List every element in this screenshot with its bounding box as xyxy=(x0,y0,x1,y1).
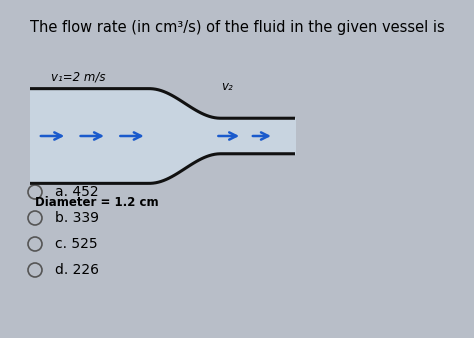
Text: b. 339: b. 339 xyxy=(55,211,99,225)
Text: Diameter = 1.2 cm: Diameter = 1.2 cm xyxy=(35,195,159,209)
Text: c. 525: c. 525 xyxy=(55,237,98,251)
Text: a. 452: a. 452 xyxy=(55,185,99,199)
Text: v₂: v₂ xyxy=(221,80,233,93)
Text: d. 226: d. 226 xyxy=(55,263,99,277)
Text: The flow rate (in cm³/s) of the fluid in the given vessel is: The flow rate (in cm³/s) of the fluid in… xyxy=(29,20,444,35)
Text: v₁=2 m/s: v₁=2 m/s xyxy=(51,71,106,84)
